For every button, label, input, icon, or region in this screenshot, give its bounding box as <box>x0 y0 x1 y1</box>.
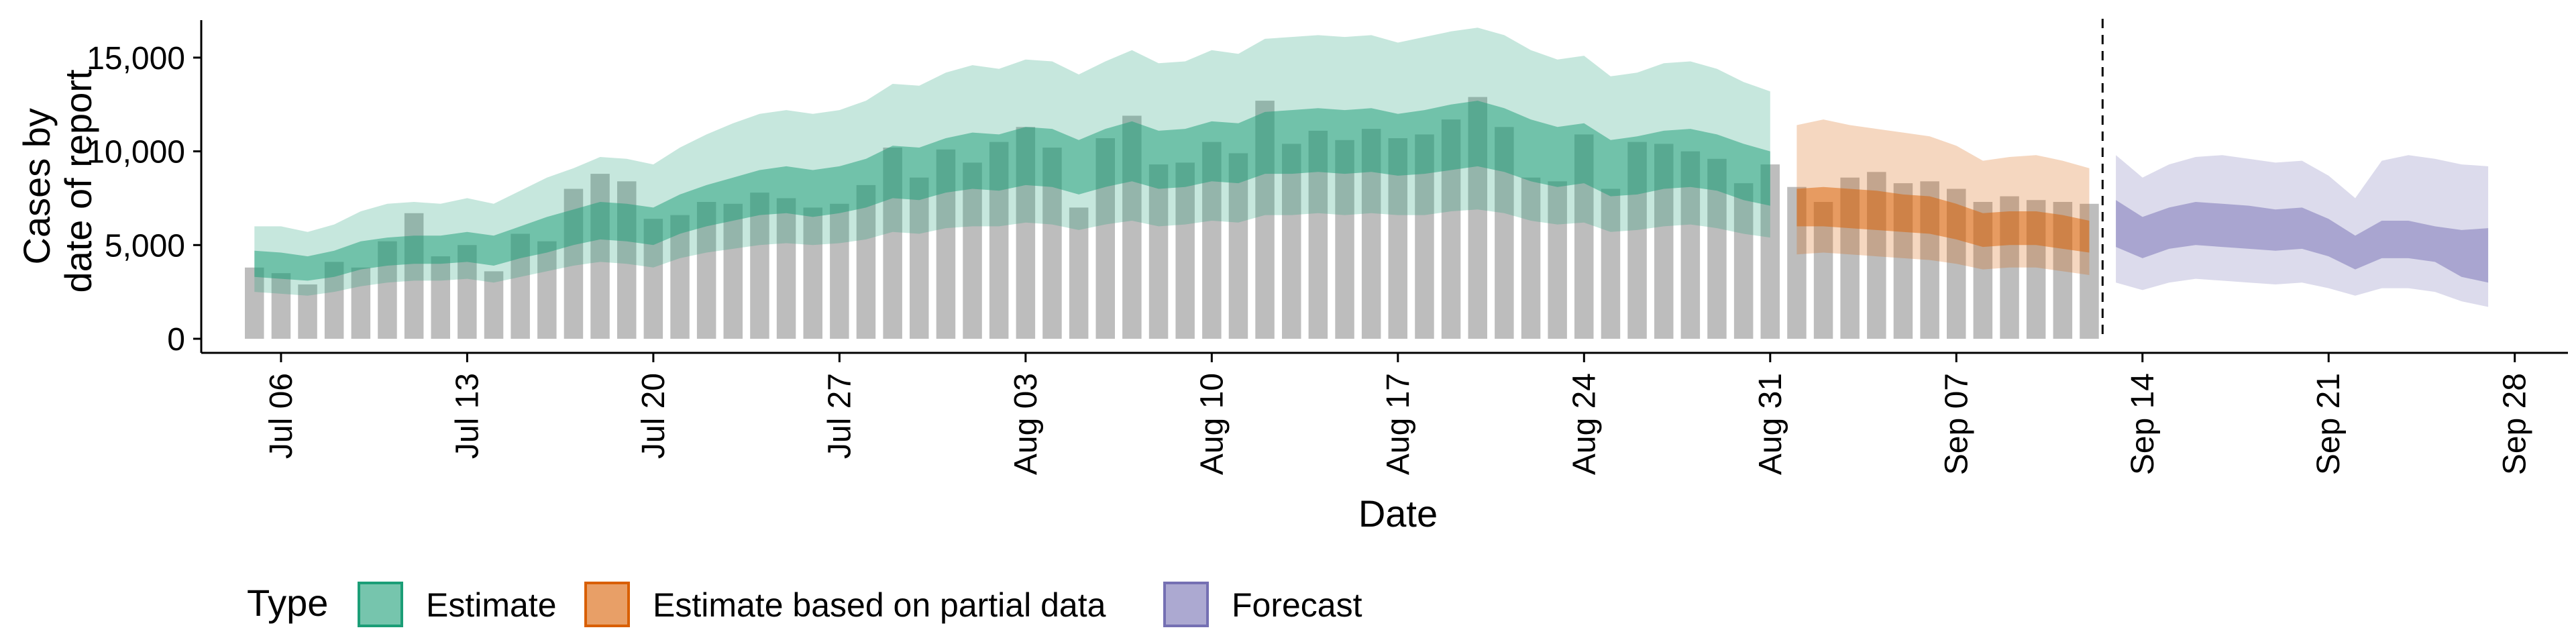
x-tick-label: Jul 20 <box>636 373 672 459</box>
legend-label: Forecast <box>1232 586 1362 624</box>
x-tick-label: Jul 27 <box>822 373 857 459</box>
legend: Type Estimate Estimate based on partial d… <box>247 582 1362 627</box>
x-tick-label: Jul 06 <box>264 373 299 459</box>
band-inner-series-2 <box>2116 200 2489 283</box>
x-tick-label: Sep 14 <box>2125 373 2161 475</box>
y-tick-label: 5,000 <box>105 228 185 264</box>
case-bar <box>1601 189 1621 339</box>
case-bar <box>1148 164 1169 339</box>
legend-label: Estimate <box>426 586 557 624</box>
legend-title: Type <box>247 582 328 624</box>
case-bar <box>830 203 849 339</box>
y-axis-title-line-2: date of report <box>57 69 99 293</box>
x-axis-title: Date <box>1358 492 1438 535</box>
case-bar <box>750 193 769 339</box>
case-bar <box>803 207 822 339</box>
case-bar <box>404 213 424 339</box>
case-bar <box>856 184 876 339</box>
plot-area <box>245 19 2489 339</box>
x-tick-label: Aug 10 <box>1194 373 1230 475</box>
x-tick-label: Jul 13 <box>449 373 485 459</box>
case-bar <box>1282 144 1301 339</box>
case-bar <box>1175 162 1195 339</box>
case-bar <box>298 284 317 339</box>
x-tick-label: Sep 07 <box>1939 373 1974 475</box>
legend-key <box>584 582 630 627</box>
case-bar <box>1228 153 1248 339</box>
x-axis-ticks: Jul 06 Jul 13 Jul 20 Jul 27 Aug 03 Aug 10 Aug … <box>264 353 2533 475</box>
band-inner-series-1 <box>1796 186 2090 253</box>
case-bar <box>1733 183 1754 339</box>
y-axis-title-line-1: Cases by <box>15 108 58 264</box>
case-bar <box>431 256 450 339</box>
y-tick-label: 0 <box>167 322 185 358</box>
legend-key <box>1163 582 1209 627</box>
x-tick-label: Aug 31 <box>1753 373 1788 475</box>
y-axis-ticks: 0 5,000 10,000 15,000 <box>87 41 201 358</box>
case-bar <box>1069 207 1089 339</box>
case-bar <box>1521 177 1541 339</box>
case-bar <box>723 203 743 339</box>
case-bar <box>590 174 610 339</box>
x-tick-label: Sep 21 <box>2311 373 2347 475</box>
x-tick-label: Aug 03 <box>1008 373 1044 475</box>
band-inner-series-0 <box>254 101 1770 281</box>
x-tick-label: Aug 24 <box>1566 373 1602 475</box>
y-axis-title: Cases by date of report <box>15 69 99 293</box>
y-tick-label: 10,000 <box>87 135 185 170</box>
legend-key <box>358 582 403 627</box>
case-bar <box>351 267 371 339</box>
case-bar <box>910 177 929 339</box>
estimate-bands <box>254 28 2489 307</box>
y-tick-label: 15,000 <box>87 41 185 76</box>
case-bar <box>484 271 504 339</box>
legend-label: Estimate based on partial data <box>653 586 1106 624</box>
case-bar <box>537 241 557 339</box>
x-tick-label: Sep 28 <box>2498 373 2533 475</box>
case-bar <box>271 273 291 339</box>
case-bar <box>1548 181 1567 339</box>
case-bar <box>963 162 982 339</box>
x-tick-label: Aug 17 <box>1381 373 1416 475</box>
case-bar <box>776 198 796 339</box>
case-bar <box>245 267 264 339</box>
